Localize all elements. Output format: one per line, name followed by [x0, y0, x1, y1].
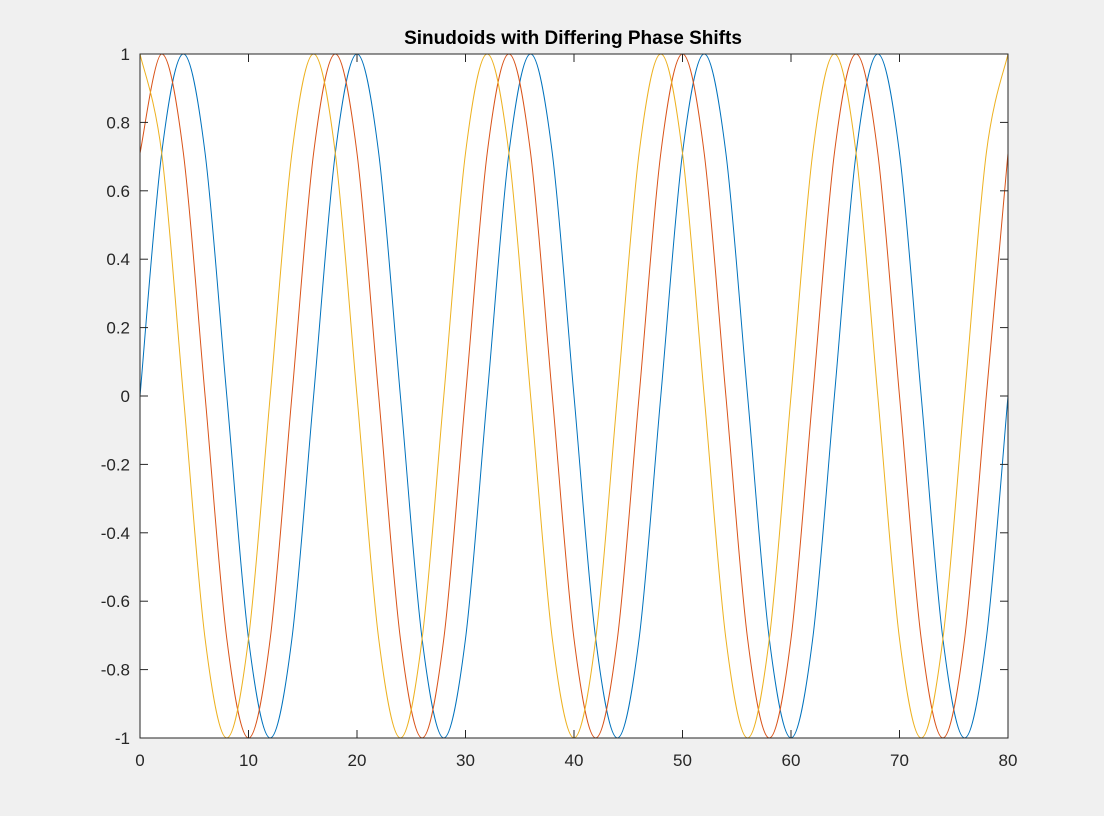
y-tick-label: -0.2: [101, 455, 130, 474]
x-tick-label: 0: [135, 751, 144, 770]
series-line-2: [139, 53, 1009, 739]
x-tick-label: 40: [565, 751, 584, 770]
y-tick-label: 0.2: [106, 319, 130, 338]
x-tick-label: 20: [348, 751, 367, 770]
series-line-1: [139, 53, 1009, 739]
x-tick-label: 60: [782, 751, 801, 770]
y-tick-label: -0.6: [101, 592, 130, 611]
y-tick-label: -1: [115, 729, 130, 748]
y-tick-label: -0.8: [101, 661, 130, 680]
axes-frame: [139, 53, 1009, 739]
y-tick-label: 0.4: [106, 250, 130, 269]
x-tick-label: 10: [239, 751, 258, 770]
chart-title: Sinudoids with Differing Phase Shifts: [404, 28, 742, 49]
y-tick-label: 0: [121, 387, 130, 406]
y-tick-label: 0.6: [106, 182, 130, 201]
y-tick-label: -0.4: [101, 524, 130, 543]
y-tick-label: 1: [121, 45, 130, 64]
x-tick-label: 50: [673, 751, 692, 770]
x-tick-label: 70: [890, 751, 909, 770]
tick-layer: 0 10 20 30 40 50 60 70 80 -1 -0.8 -0.6 -0.4 -0.2 0 0.2 0…: [101, 45, 1018, 770]
y-tick-label: 0.8: [106, 113, 130, 132]
x-tick-label: 30: [456, 751, 475, 770]
x-tick-label: 80: [999, 751, 1018, 770]
